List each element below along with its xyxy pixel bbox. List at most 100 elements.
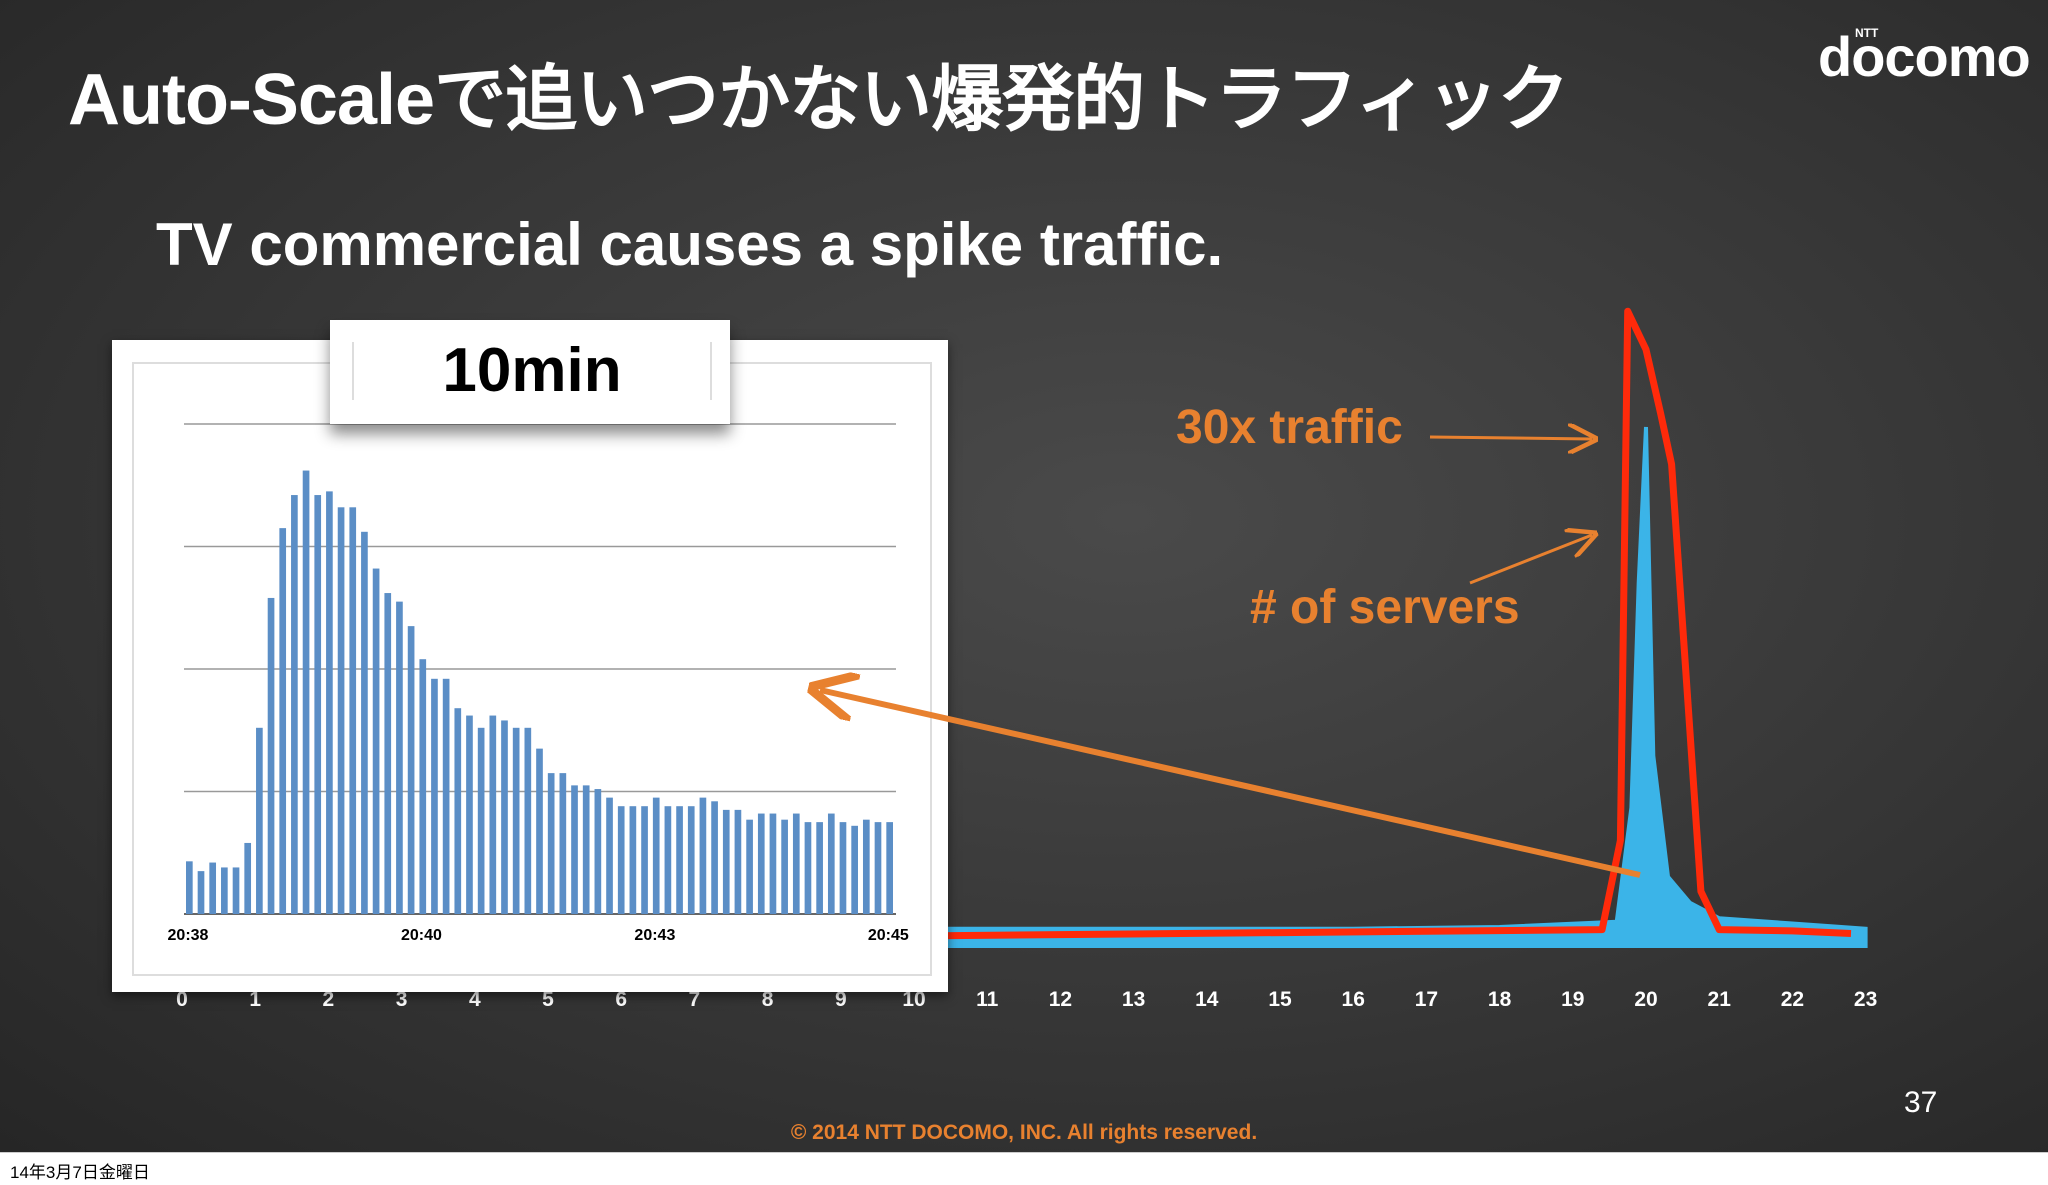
inset-x-tick: 20:38 xyxy=(168,927,209,944)
docomo-logo: docomo xyxy=(1818,25,2031,88)
inset-bar xyxy=(396,601,403,914)
inset-bar xyxy=(816,822,823,914)
traffic-annotation: 30x traffic xyxy=(1176,401,1403,454)
inset-bar xyxy=(594,789,602,914)
servers-pointer-arrow xyxy=(1469,535,1592,585)
inset-bar xyxy=(197,871,205,914)
slide-subtitle: TV commercial causes a spike traffic. xyxy=(156,211,1224,278)
inset-bar xyxy=(431,678,438,914)
inset-bar xyxy=(232,867,240,914)
inset-bar xyxy=(582,785,590,914)
inset-bar xyxy=(489,715,497,914)
x-tick-label: 8 xyxy=(762,988,774,1011)
inset-bar xyxy=(256,727,263,914)
x-tick-label: 9 xyxy=(835,988,847,1011)
inset-bar xyxy=(746,819,753,914)
inset-bar xyxy=(606,797,613,914)
slide-background: Auto-Scaleで追いつかない爆発的トラフィック docomo NTT TV… xyxy=(0,0,2048,1152)
x-tick-label: 11 xyxy=(976,988,999,1011)
traffic-pointer-arrow xyxy=(1429,437,1592,439)
ntt-logo-small: NTT xyxy=(1855,26,1879,40)
inset-bar xyxy=(326,491,333,914)
inset-bar xyxy=(862,819,870,914)
inset-bar xyxy=(641,806,648,914)
x-tick-label: 12 xyxy=(1049,988,1072,1011)
x-tick-label: 14 xyxy=(1195,988,1219,1011)
inset-bar xyxy=(792,813,800,914)
x-tick-label: 17 xyxy=(1415,988,1438,1011)
inset-bar xyxy=(466,715,473,914)
inset-bar xyxy=(372,568,380,914)
inset-bar xyxy=(757,813,765,914)
x-tick-label: 10 xyxy=(902,988,925,1011)
date-stamp: 14年3月7日金曜日 xyxy=(10,1163,150,1182)
x-tick-label: 22 xyxy=(1781,988,1804,1011)
x-tick-label: 18 xyxy=(1488,988,1512,1011)
inset-bar xyxy=(734,809,742,914)
inset-bar xyxy=(209,862,217,914)
inset-duration-text: 10min xyxy=(352,340,712,402)
page-number: 37 xyxy=(1904,1086,1938,1119)
inset-bar xyxy=(244,842,252,914)
inset-bar xyxy=(337,507,345,914)
inset-bar xyxy=(291,495,298,914)
inset-bar xyxy=(361,531,368,914)
inset-x-tick: 20:40 xyxy=(401,927,442,944)
inset-bar xyxy=(279,528,287,914)
inset-bar xyxy=(524,727,532,914)
x-tick-label: 4 xyxy=(469,988,481,1011)
inset-bar xyxy=(886,822,893,914)
inset-bar xyxy=(512,727,520,914)
inset-bar xyxy=(571,785,578,914)
inset-bar xyxy=(839,822,847,914)
x-tick-label: 1 xyxy=(249,988,261,1011)
inset-bar xyxy=(477,727,485,914)
inset-bar xyxy=(454,708,462,914)
zoom-arrow xyxy=(820,690,1641,878)
slide-title: Auto-Scaleで追いつかない爆発的トラフィック xyxy=(68,60,1570,140)
x-tick-label: 7 xyxy=(689,988,701,1011)
inset-bar-chart: 20:38 20:40 20:43 20:45 xyxy=(168,423,909,944)
inset-bar xyxy=(851,825,858,914)
inset-bar xyxy=(419,659,427,914)
inset-bar xyxy=(781,819,788,914)
inset-bar xyxy=(501,720,508,914)
annotation-arrows xyxy=(0,0,1641,878)
x-tick-label: 2 xyxy=(323,988,335,1011)
inset-bar xyxy=(722,809,730,914)
inset-bar xyxy=(652,797,660,914)
x-tick-label: 16 xyxy=(1342,988,1365,1011)
x-tick-label: 3 xyxy=(396,988,408,1011)
inset-bar xyxy=(699,797,707,914)
inset-x-tick: 20:43 xyxy=(634,927,675,944)
inset-bar xyxy=(349,507,357,914)
traffic-series-area xyxy=(912,426,1868,948)
x-tick-label: 13 xyxy=(1122,988,1145,1011)
servers-annotation: # of servers xyxy=(1250,581,1520,634)
x-tick-label: 21 xyxy=(1708,988,1732,1011)
inset-bar xyxy=(827,813,835,914)
inset-bar xyxy=(547,773,555,914)
inset-bar xyxy=(711,801,718,914)
x-tick-label: 19 xyxy=(1561,988,1584,1011)
inset-bar xyxy=(302,470,310,914)
x-tick-label: 5 xyxy=(542,988,554,1011)
x-tick-label: 6 xyxy=(615,988,627,1011)
inset-bar xyxy=(629,806,637,914)
inset-bar xyxy=(314,495,322,914)
inset-bar xyxy=(676,806,683,914)
inset-bar xyxy=(267,597,275,914)
copyright-footer: © 2014 NTT DOCOMO, INC. All rights reser… xyxy=(790,1121,1258,1144)
inset-bar xyxy=(559,773,567,914)
inset-bar xyxy=(769,813,777,914)
date-bar xyxy=(0,1152,2048,1185)
inset-duration-label: 10min xyxy=(330,320,730,424)
inset-x-tick: 20:45 xyxy=(868,927,909,944)
inset-bar xyxy=(874,822,882,914)
x-tick-label: 15 xyxy=(1268,988,1292,1011)
x-tick-label: 0 xyxy=(176,988,188,1011)
inset-bar xyxy=(536,748,543,914)
inset-bar xyxy=(221,867,228,914)
inset-bar xyxy=(687,806,695,914)
inset-bar xyxy=(407,626,415,914)
